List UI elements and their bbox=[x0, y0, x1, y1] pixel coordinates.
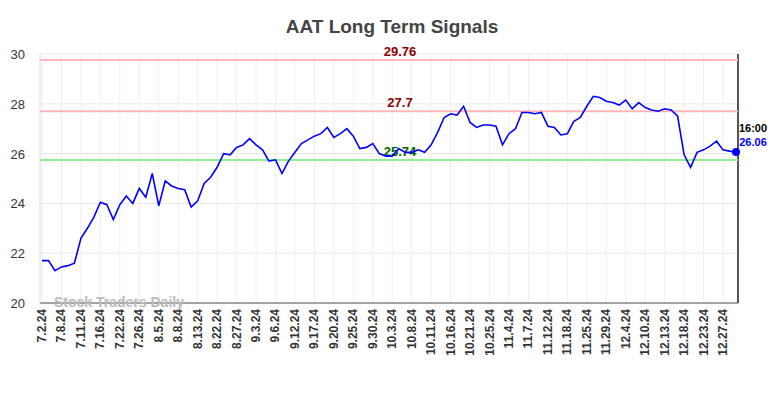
x-tick-label: 9.30.24 bbox=[366, 309, 380, 349]
grid-line bbox=[275, 54, 276, 303]
x-tick-label: 12.4.24 bbox=[619, 309, 633, 349]
grid-line bbox=[586, 54, 587, 303]
x-tick-label: 11.29.24 bbox=[599, 309, 613, 355]
y-tick-label: 22 bbox=[11, 246, 25, 261]
x-tick-label: 9.6.24 bbox=[268, 309, 282, 343]
x-tick-label: 10.3.24 bbox=[385, 309, 399, 349]
x-tick-label: 9.12.24 bbox=[288, 309, 302, 349]
x-tick-label: 8.8.24 bbox=[171, 309, 185, 343]
x-tick-label: 7.2.24 bbox=[35, 309, 49, 343]
x-tick-label: 8.27.24 bbox=[230, 309, 244, 349]
last-value-label: 26.06 bbox=[739, 136, 767, 148]
last-point bbox=[732, 148, 740, 156]
x-tick-label: 12.13.24 bbox=[658, 309, 672, 356]
y-tick-label: 28 bbox=[11, 97, 25, 112]
grid-line bbox=[197, 54, 198, 303]
grid-line bbox=[139, 54, 140, 303]
grid-line bbox=[256, 54, 257, 303]
x-tick-label: 9.3.24 bbox=[249, 309, 263, 343]
grid-line bbox=[489, 54, 490, 303]
grid-line bbox=[42, 54, 43, 303]
grid-line bbox=[645, 54, 646, 303]
x-tick-label: 10.11.24 bbox=[424, 309, 438, 355]
grid-line bbox=[625, 54, 626, 303]
grid-line bbox=[547, 54, 548, 303]
grid-line bbox=[411, 54, 412, 303]
x-tick-label: 11.7.24 bbox=[521, 309, 535, 349]
x-tick-label: 12.23.24 bbox=[697, 309, 711, 356]
x-tick-label: 10.25.24 bbox=[483, 309, 497, 356]
x-tick-label: 9.17.24 bbox=[307, 309, 321, 349]
grid-line bbox=[236, 54, 237, 303]
x-tick-label: 7.26.24 bbox=[132, 309, 146, 349]
reference-label: 27.7 bbox=[387, 95, 412, 110]
x-tick-label: 11.4.24 bbox=[502, 309, 516, 349]
right-axis bbox=[737, 54, 739, 303]
grid-line bbox=[314, 54, 315, 303]
grid-line bbox=[606, 54, 607, 303]
grid-line bbox=[40, 253, 738, 254]
title: AAT Long Term Signals bbox=[286, 16, 499, 37]
grid-line bbox=[353, 54, 354, 303]
y-tick-label: 30 bbox=[11, 47, 25, 62]
grid-line bbox=[294, 54, 295, 303]
x-tick-label: 9.20.24 bbox=[327, 309, 341, 349]
x-tick-label: 11.18.24 bbox=[560, 309, 574, 355]
grid-line bbox=[217, 54, 218, 303]
grid-line bbox=[508, 54, 509, 303]
grid-line bbox=[703, 54, 704, 303]
grid-line bbox=[567, 54, 568, 303]
x-tick-label: 11.25.24 bbox=[580, 309, 594, 355]
x-tick-label: 7.11.24 bbox=[74, 309, 88, 349]
grid-line bbox=[431, 54, 432, 303]
x-tick-label: 8.13.24 bbox=[191, 309, 205, 349]
x-tick-label: 10.21.24 bbox=[463, 309, 477, 356]
plot bbox=[42, 96, 740, 270]
time-label: 16:00 bbox=[739, 122, 767, 134]
x-tick-label: 12.27.24 bbox=[716, 309, 730, 356]
x-tick-label: 9.25.24 bbox=[346, 309, 360, 349]
grid-line bbox=[723, 54, 724, 303]
grid-line bbox=[528, 54, 529, 303]
x-tick-label: 8.22.24 bbox=[210, 309, 224, 349]
grid-line bbox=[40, 203, 738, 204]
y-axis bbox=[40, 54, 41, 303]
grid-line bbox=[119, 54, 120, 303]
y-tick-label: 20 bbox=[11, 296, 25, 311]
x-tick-label: 12.10.24 bbox=[638, 309, 652, 356]
x-tick-label: 10.16.24 bbox=[444, 309, 458, 356]
grid-line bbox=[470, 54, 471, 303]
grid-line bbox=[333, 54, 334, 303]
reference-line bbox=[40, 59, 738, 61]
price-line bbox=[42, 96, 736, 270]
grid-line bbox=[158, 54, 159, 303]
grid-line bbox=[664, 54, 665, 303]
reference-label: 29.76 bbox=[384, 44, 417, 59]
x-tick-label: 7.22.24 bbox=[113, 309, 127, 349]
grid-line bbox=[100, 54, 101, 303]
y-tick-label: 24 bbox=[11, 196, 25, 211]
chart: AAT Long Term Signals 20 22 24 26 28 30 7.2.24 7… bbox=[0, 0, 784, 398]
grid-line bbox=[372, 54, 373, 303]
grid-line bbox=[450, 54, 451, 303]
grid-line bbox=[178, 54, 179, 303]
x-tick-label: 11.12.24 bbox=[541, 309, 555, 355]
reference-line bbox=[40, 159, 738, 161]
y-tick-label: 26 bbox=[11, 147, 25, 162]
x-tick-label: 7.8.24 bbox=[54, 309, 68, 343]
grid-line bbox=[684, 54, 685, 303]
grid-line bbox=[392, 54, 393, 303]
x-tick-label: 8.5.24 bbox=[152, 309, 166, 343]
x-tick-label: 7.16.24 bbox=[93, 309, 107, 349]
x-tick-label: 12.18.24 bbox=[677, 309, 691, 356]
watermark: Stock Traders Daily bbox=[54, 294, 184, 310]
grid-line bbox=[80, 54, 81, 303]
reference-line bbox=[40, 110, 738, 112]
grid-line bbox=[61, 54, 62, 303]
x-tick-label: 10.8.24 bbox=[405, 309, 419, 349]
